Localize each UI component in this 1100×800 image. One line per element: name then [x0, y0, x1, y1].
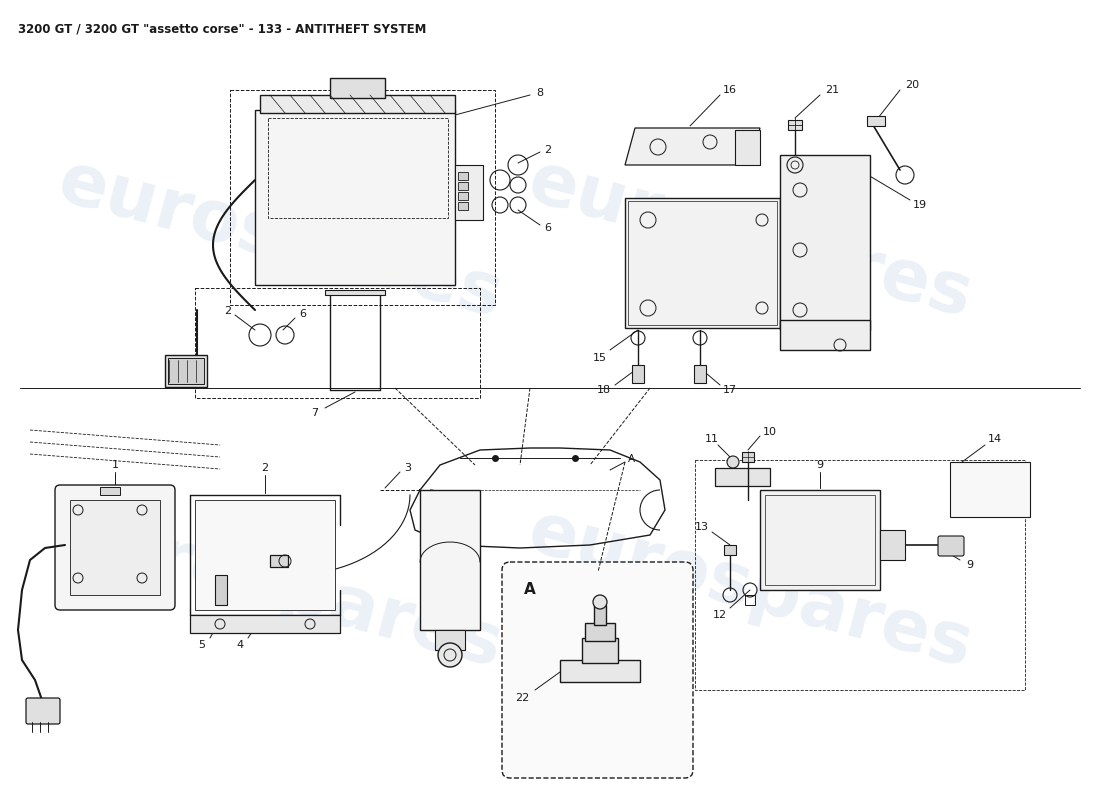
Text: eurospares: eurospares — [51, 147, 509, 333]
Bar — [760, 490, 880, 590]
Text: eurospares: eurospares — [520, 147, 980, 333]
FancyBboxPatch shape — [55, 485, 175, 610]
Text: 9: 9 — [816, 460, 824, 470]
Circle shape — [593, 595, 607, 609]
Bar — [230, 90, 495, 305]
Bar — [715, 468, 770, 486]
Text: 10: 10 — [763, 427, 777, 437]
Bar — [70, 500, 160, 595]
Bar — [950, 462, 1030, 517]
Bar — [190, 615, 340, 633]
Bar — [420, 490, 480, 630]
Bar — [260, 95, 455, 113]
Text: 2: 2 — [262, 463, 268, 473]
Text: eurospares: eurospares — [520, 498, 980, 682]
Bar — [458, 202, 468, 210]
Bar — [434, 630, 465, 650]
Bar — [100, 487, 120, 495]
Bar — [458, 192, 468, 200]
Bar — [594, 605, 606, 625]
Bar — [455, 165, 483, 220]
Bar — [168, 358, 204, 384]
Text: 8: 8 — [537, 88, 543, 98]
Bar — [780, 320, 870, 350]
Bar — [695, 460, 1025, 690]
Bar — [628, 201, 777, 325]
Polygon shape — [625, 128, 760, 165]
Bar — [195, 288, 480, 398]
Bar — [788, 120, 802, 130]
Text: eurospares: eurospares — [51, 498, 509, 682]
Bar — [458, 182, 468, 190]
Bar — [867, 116, 886, 126]
FancyBboxPatch shape — [938, 536, 964, 556]
Text: 16: 16 — [723, 85, 737, 95]
Bar — [735, 130, 760, 165]
Text: 15: 15 — [593, 353, 607, 363]
Bar — [268, 118, 448, 218]
Bar — [195, 500, 336, 610]
Bar — [780, 155, 870, 330]
Bar — [585, 623, 615, 641]
Text: 3200 GT / 3200 GT "assetto corse" - 133 - ANTITHEFT SYSTEM: 3200 GT / 3200 GT "assetto corse" - 133 … — [18, 22, 427, 35]
Text: 20: 20 — [905, 80, 920, 90]
Bar — [694, 365, 706, 383]
Bar — [632, 365, 644, 383]
Circle shape — [438, 643, 462, 667]
Bar — [255, 110, 455, 285]
Text: 17: 17 — [723, 385, 737, 395]
Text: 19: 19 — [913, 200, 927, 210]
Bar — [625, 198, 780, 328]
Circle shape — [727, 456, 739, 468]
Bar — [742, 452, 754, 462]
Text: 6: 6 — [299, 309, 307, 319]
Bar — [880, 530, 905, 560]
Bar — [165, 355, 207, 387]
Bar — [270, 555, 288, 567]
Text: 22: 22 — [515, 693, 529, 703]
Bar — [458, 172, 468, 180]
Text: A: A — [524, 582, 536, 598]
Text: 14: 14 — [988, 434, 1002, 444]
Bar — [582, 638, 618, 663]
Text: 1: 1 — [111, 460, 119, 470]
Text: A: A — [627, 454, 635, 464]
Bar — [560, 660, 640, 682]
Bar — [745, 595, 755, 605]
Text: 2: 2 — [224, 306, 232, 316]
Bar — [330, 78, 385, 98]
Text: 5: 5 — [198, 640, 206, 650]
Text: 4: 4 — [236, 640, 243, 650]
Text: 9: 9 — [967, 560, 974, 570]
Text: 7: 7 — [311, 408, 319, 418]
Bar — [214, 575, 227, 605]
Text: 11: 11 — [705, 434, 719, 444]
Bar — [764, 495, 875, 585]
Bar — [724, 545, 736, 555]
Text: 21: 21 — [825, 85, 839, 95]
Text: 2: 2 — [544, 145, 551, 155]
FancyBboxPatch shape — [26, 698, 60, 724]
Text: 6: 6 — [544, 223, 551, 233]
Text: 13: 13 — [695, 522, 710, 532]
Text: 18: 18 — [597, 385, 612, 395]
Text: 12: 12 — [713, 610, 727, 620]
Text: 3: 3 — [405, 463, 411, 473]
Bar — [324, 290, 385, 295]
FancyBboxPatch shape — [502, 562, 693, 778]
